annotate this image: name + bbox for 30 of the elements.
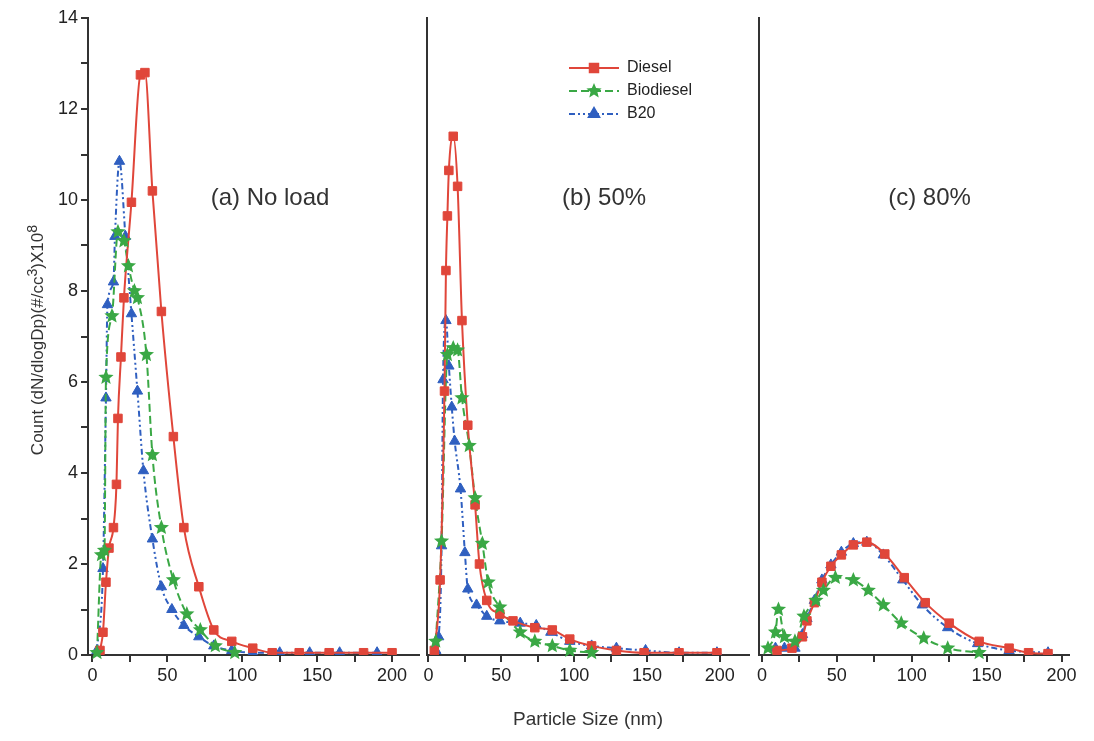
annotation: (c) 80%	[888, 182, 971, 210]
x-tick-label: 200	[1046, 664, 1077, 685]
y-tick-label: 2	[67, 552, 78, 573]
x-tick-label: 200	[377, 664, 408, 685]
y-tick-label: 12	[57, 97, 78, 118]
x-tick-label: 150	[971, 664, 1002, 685]
x-tick-label: 200	[704, 664, 735, 685]
annotation: (a) No load	[210, 182, 330, 210]
y-tick-label: 4	[67, 461, 78, 482]
x-tick-label: 0	[87, 664, 98, 685]
y-tick-label: 14	[57, 6, 78, 27]
x-tick-label: 50	[157, 664, 178, 685]
x-tick-label: 0	[756, 664, 767, 685]
annotation: (b) 50%	[562, 182, 647, 210]
x-tick-label: 150	[631, 664, 663, 685]
x-axis-title: Particle Size (nm)	[513, 708, 663, 730]
y-tick-label: 8	[67, 279, 78, 300]
x-tick-label: 100	[559, 664, 590, 685]
x-tick-label: 0	[423, 664, 434, 685]
x-tick-label: 100	[227, 664, 258, 685]
x-tick-label: 150	[302, 664, 333, 685]
x-tick-label: 100	[896, 664, 927, 685]
y-tick-label: 10	[57, 188, 78, 209]
x-tick-label: 50	[491, 664, 512, 685]
y-tick-label: 0	[67, 643, 78, 664]
y-tick-label: 6	[67, 370, 78, 391]
legend-label: Diesel	[627, 58, 672, 76]
legend-label: B20	[627, 104, 656, 122]
x-tick-label: 50	[826, 664, 847, 685]
legend-label: Biodiesel	[627, 81, 692, 99]
